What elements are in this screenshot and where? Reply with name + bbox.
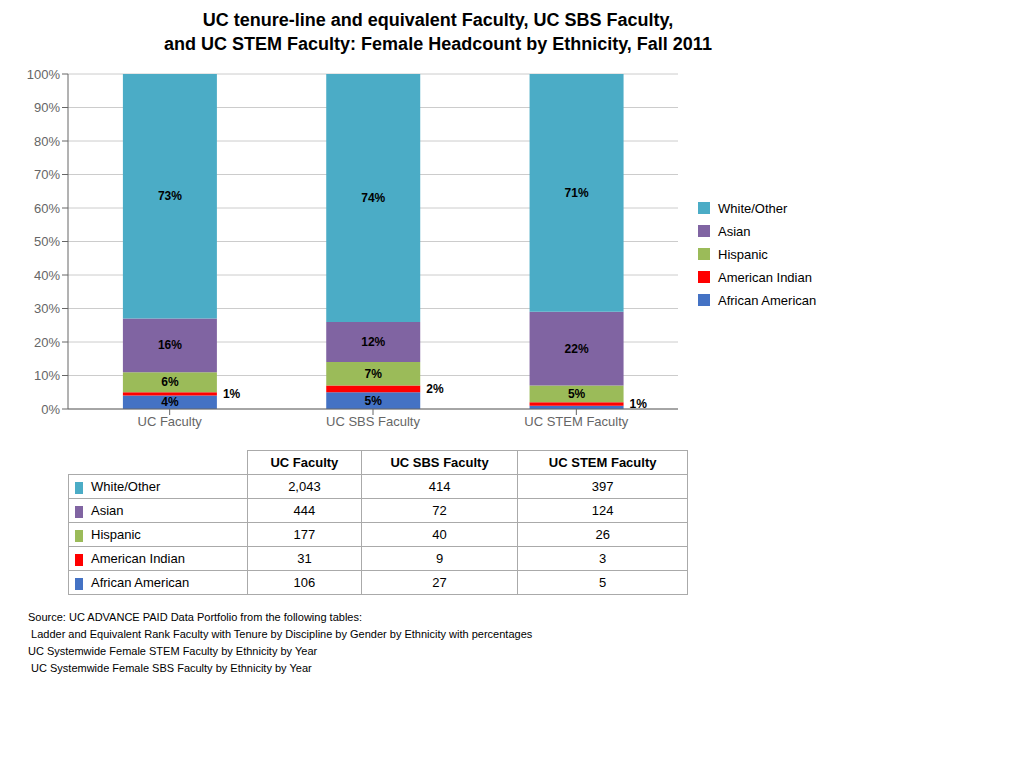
html-text:40: 40 (432, 527, 447, 542)
html-text:UC STEM Faculty: UC STEM Faculty (548, 455, 657, 470)
svg-text:100%: 100% (27, 67, 61, 82)
html-text:African American: African American (91, 575, 190, 590)
html-text:5: 5 (599, 575, 607, 590)
svg-text:1%: 1% (223, 387, 241, 401)
html-text:White/Other: White/Other (718, 200, 788, 216)
html-text:Hispanic: Hispanic (718, 246, 768, 262)
svg-text:UC SBS Faculty: UC SBS Faculty (326, 414, 420, 429)
svg-text:80%: 80% (34, 134, 60, 149)
svg-text:UC Faculty: UC Faculty (138, 414, 203, 429)
html-text:26: 26 (595, 527, 610, 542)
svg-text:20%: 20% (34, 335, 60, 350)
html-text:UC tenure-line and equivalent: UC tenure-line and equivalent Faculty, U… (202, 10, 674, 30)
html-text:177: 177 (293, 527, 316, 542)
svg-text:40%: 40% (34, 268, 60, 283)
html-text:UC SBS Faculty: UC SBS Faculty (390, 455, 489, 470)
html-text:Hispanic: Hispanic (91, 527, 141, 542)
svg-text:7%: 7% (365, 367, 383, 381)
svg-text:2%: 2% (426, 382, 444, 396)
html-text:414: 414 (428, 479, 451, 494)
svg-text:71%: 71% (565, 186, 589, 200)
svg-text:10%: 10% (34, 368, 60, 383)
svg-text:73%: 73% (158, 189, 182, 203)
html-text:2,043: 2,043 (288, 479, 321, 494)
svg-text:90%: 90% (34, 100, 60, 115)
html-text:American Indian: American Indian (718, 269, 812, 285)
html-text:9: 9 (435, 551, 444, 566)
svg-text:12%: 12% (361, 335, 385, 349)
html-text:444: 444 (293, 503, 316, 518)
svg-text:0%: 0% (41, 402, 60, 417)
html-text:White/Other: White/Other (91, 479, 161, 494)
html-text:31: 31 (297, 551, 312, 566)
svg-text:60%: 60% (34, 201, 60, 216)
svg-text:30%: 30% (34, 301, 60, 316)
html-text:Asian: Asian (91, 503, 124, 518)
html-text:3: 3 (599, 551, 607, 566)
html-text:American Indian: American Indian (91, 551, 185, 566)
svg-text:5%: 5% (365, 394, 383, 408)
html-text:and UC STEM Faculty: Female He: and UC STEM Faculty: Female Headcount by… (164, 34, 712, 54)
html-text:397: 397 (591, 479, 614, 494)
svg-text:4%: 4% (161, 395, 179, 409)
html-text:72: 72 (432, 503, 447, 518)
svg-text:74%: 74% (361, 191, 385, 205)
svg-text:1%: 1% (630, 397, 648, 411)
html-text:106: 106 (293, 575, 316, 590)
svg-text:5%: 5% (568, 387, 586, 401)
svg-text:6%: 6% (161, 375, 179, 389)
html-text:Asian: Asian (718, 223, 751, 239)
svg-text:50%: 50% (34, 234, 60, 249)
svg-text:UC STEM Faculty: UC STEM Faculty (524, 414, 629, 429)
html-text:African American: African American (718, 292, 817, 308)
html-text:UC Faculty: UC Faculty (270, 455, 339, 470)
svg-text:70%: 70% (34, 167, 60, 182)
svg-text:22%: 22% (565, 342, 589, 356)
html-text:124: 124 (591, 503, 614, 518)
html-text:27: 27 (432, 575, 447, 590)
html-text:Source: UC ADVANCE PAID Data P: Source: UC ADVANCE PAID Data Portfolio f… (28, 611, 533, 674)
svg-text:16%: 16% (158, 338, 182, 352)
